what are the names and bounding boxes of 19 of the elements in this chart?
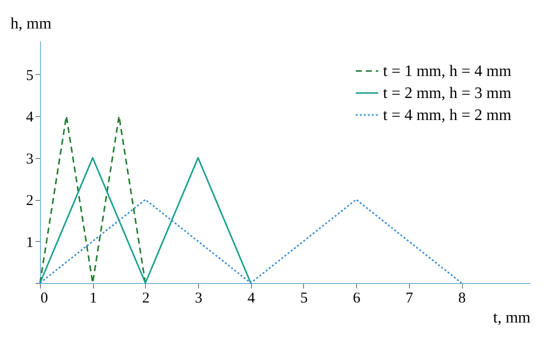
x-tick-label: 4 (248, 290, 256, 306)
legend-label: t = 2 mm, h = 3 mm (383, 85, 512, 102)
x-axis-title: t, mm (493, 310, 532, 326)
y-tick-label: 1 (26, 234, 34, 251)
x-tick-label: 5 (300, 290, 308, 306)
x-tick-label: 6 (352, 290, 361, 306)
legend-label: t = 4 mm, h = 2 mm (383, 107, 512, 124)
x-tick-label: 2 (142, 290, 150, 306)
y-tick-label: 2 (26, 193, 34, 210)
x-tick-label: 8 (458, 290, 466, 306)
y-axis-title: h, mm (10, 16, 52, 32)
x-tick-label: 3 (194, 290, 202, 306)
x-tick-label: 0 (40, 290, 48, 306)
legend-label: t = 1 mm, h = 4 mm (383, 63, 512, 80)
y-tick-label: 3 (26, 151, 34, 168)
x-tick-label: 1 (89, 290, 97, 306)
y-tick-label: 4 (26, 110, 34, 126)
x-tick-label: 7 (406, 290, 414, 306)
y-tick-label: 5 (26, 68, 34, 84)
